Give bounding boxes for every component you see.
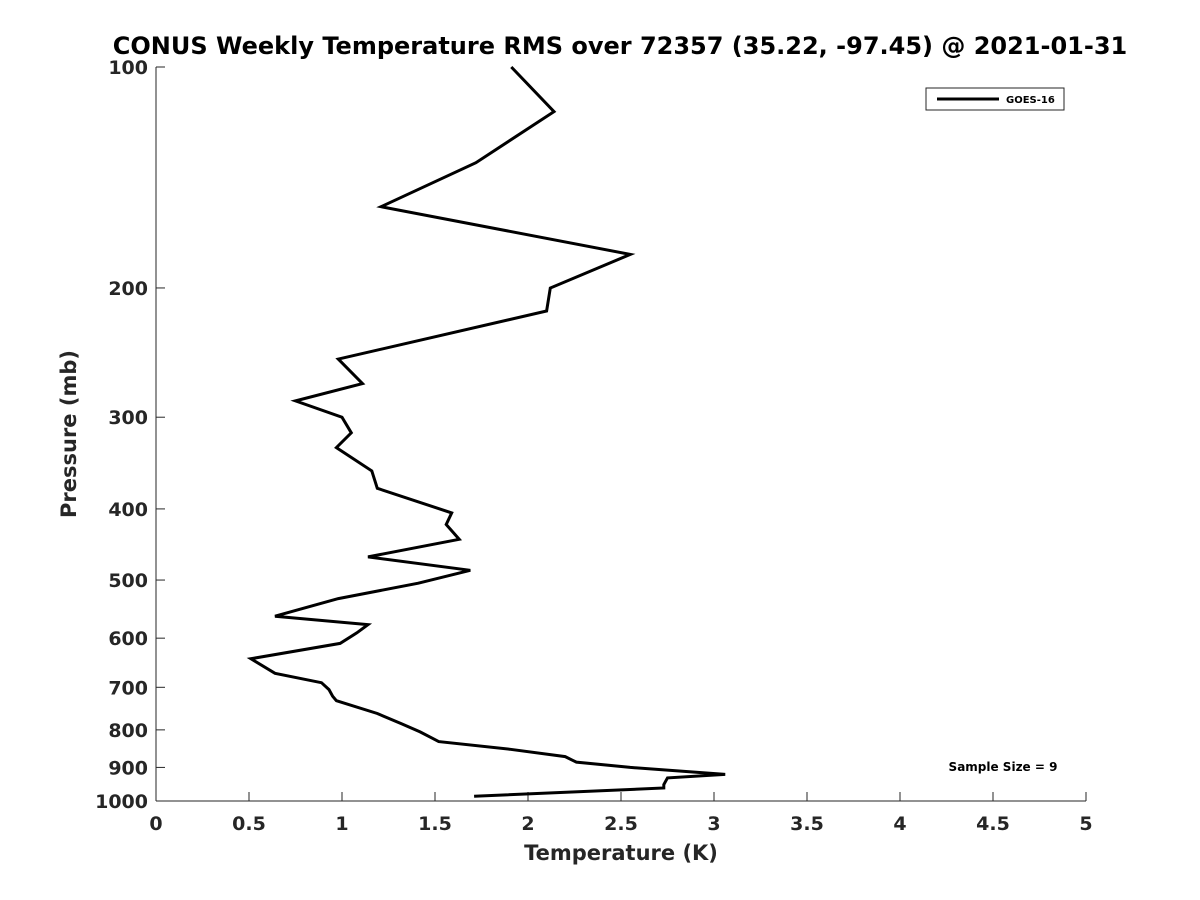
y-axis-ticks: 100 200 300 400 500 600 700 800 900 1000 — [95, 57, 165, 813]
x-tick-label: 1.5 — [418, 813, 452, 835]
x-tick-label: 5 — [1079, 813, 1092, 835]
legend: GOES-16 — [925, 87, 1065, 111]
y-axis-label: Pressure (mb) — [57, 350, 81, 518]
x-tick-label: 1 — [335, 813, 348, 835]
y-tick-label: 500 — [108, 570, 148, 592]
y-tick-label: 800 — [108, 720, 148, 742]
x-tick-label: 4.5 — [976, 813, 1010, 835]
series-layer — [246, 65, 726, 798]
y-tick-label: 700 — [108, 677, 148, 699]
series-line-goes-16 — [246, 65, 726, 798]
x-tick-label: 2.5 — [604, 813, 638, 835]
chart-title: CONUS Weekly Temperature RMS over 72357 … — [113, 32, 1127, 60]
y-tick-label: 100 — [108, 57, 148, 79]
y-tick-label: 400 — [108, 499, 148, 521]
y-tick-label: 900 — [108, 757, 148, 779]
y-tick-label: 300 — [108, 407, 148, 429]
x-tick-label: 2 — [521, 813, 534, 835]
x-tick-label: 3.5 — [790, 813, 824, 835]
x-axis-label: Temperature (K) — [524, 841, 718, 865]
legend-entry-goes-16: GOES-16 — [1006, 95, 1055, 106]
x-axis-ticks: 0 0.5 1 1.5 2 2.5 3 3.5 4 4.5 5 — [149, 792, 1093, 835]
y-tick-label: 1000 — [95, 791, 148, 813]
x-tick-label: 0.5 — [232, 813, 266, 835]
y-tick-label: 200 — [108, 278, 148, 300]
x-tick-label: 0 — [149, 813, 162, 835]
sample-size-annotation: Sample Size = 9 — [949, 760, 1058, 774]
y-tick-label: 600 — [108, 628, 148, 650]
x-tick-label: 4 — [893, 813, 906, 835]
x-tick-label: 3 — [707, 813, 720, 835]
